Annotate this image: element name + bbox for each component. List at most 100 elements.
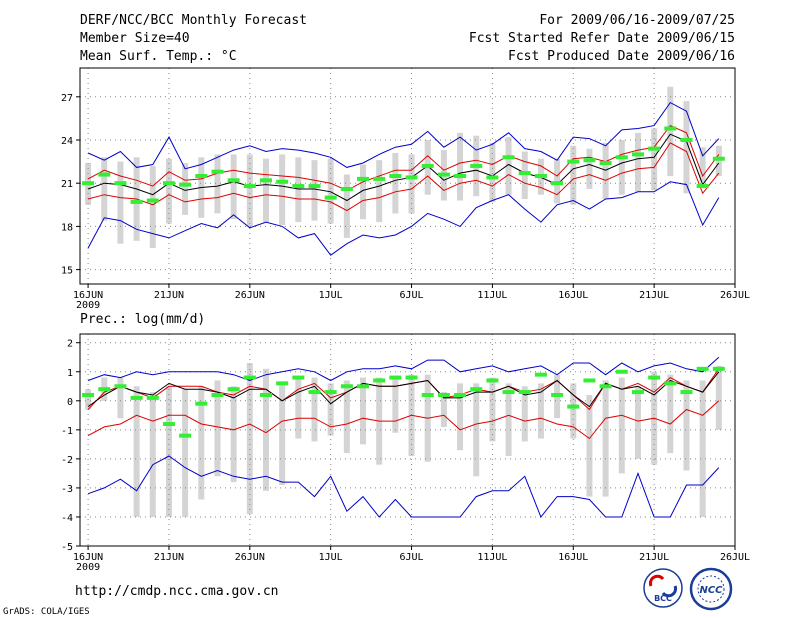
- box-bar: [182, 163, 189, 215]
- median-marker: [373, 176, 386, 181]
- median-marker: [696, 366, 709, 371]
- box-bar: [182, 389, 189, 517]
- box-bar: [602, 380, 609, 497]
- median-marker: [227, 178, 240, 183]
- box-bar: [473, 383, 480, 477]
- median-marker: [648, 146, 661, 151]
- box-bar: [149, 392, 156, 517]
- median-marker: [292, 184, 305, 189]
- series-line-max: [87, 101, 720, 170]
- median-marker: [518, 171, 531, 176]
- median-marker: [712, 156, 725, 161]
- median-marker: [664, 381, 677, 386]
- box-bar: [262, 158, 269, 223]
- box-bar: [602, 142, 609, 200]
- x-tick-label: 11JUL: [477, 290, 507, 301]
- y-tick-label: -1: [61, 426, 73, 437]
- box-bar: [165, 386, 172, 517]
- bcc-logo-red-swirl: [648, 574, 665, 587]
- median-marker: [437, 392, 450, 397]
- median-marker: [82, 181, 95, 186]
- x-tick-label: 26JUN: [235, 290, 265, 301]
- box-bar: [214, 154, 221, 214]
- box-bar: [198, 386, 205, 500]
- footer-url: http://cmdp.ncc.cma.gov.cn: [75, 584, 279, 599]
- ncc-logo: NCC: [689, 567, 733, 611]
- box-bar: [360, 377, 367, 445]
- median-marker: [259, 178, 272, 183]
- x-tick-label: 21JUN: [154, 290, 184, 301]
- median-marker: [276, 179, 289, 184]
- median-marker: [195, 174, 208, 178]
- x-tick-label: 1JUL: [319, 290, 343, 301]
- temperature-panel: 15 18 21 24 27 16JUN 21JUN 26JUN 1JUL 6JUL 11JUL 16…: [61, 67, 750, 311]
- box-bar: [360, 164, 367, 220]
- median-marker: [712, 366, 725, 371]
- median-marker: [486, 378, 499, 383]
- box-bar: [667, 86, 674, 176]
- box-bar: [230, 386, 237, 483]
- box-bar: [699, 147, 706, 182]
- median-marker: [130, 395, 143, 400]
- x-year-label: 2009: [76, 562, 100, 573]
- y-tick-label: -5: [61, 542, 73, 553]
- median-marker: [340, 186, 353, 191]
- x-tick-label: 26JUN: [235, 552, 265, 563]
- y-tick-label: 0: [67, 397, 73, 408]
- box-bar: [440, 392, 447, 427]
- median-marker: [518, 390, 531, 395]
- y-tick-label: -2: [61, 455, 73, 466]
- box-bar: [683, 380, 690, 471]
- median-marker: [437, 172, 450, 177]
- plot-frame: [79, 333, 736, 547]
- box-bar: [327, 158, 334, 224]
- median-marker: [680, 138, 693, 142]
- series-line-max: [87, 356, 720, 382]
- box-bar: [537, 383, 544, 439]
- series-line-mean-sd: [87, 400, 720, 440]
- median-marker: [114, 181, 127, 186]
- median-marker: [195, 401, 208, 406]
- box-bar: [618, 377, 625, 474]
- median-marker: [357, 176, 370, 181]
- median-marker: [98, 172, 111, 177]
- median-marker: [243, 375, 256, 380]
- y-tick-label: 1: [67, 368, 73, 379]
- box-bar: [505, 137, 512, 195]
- x-tick-label: 1JUL: [319, 552, 343, 563]
- median-marker: [146, 395, 159, 400]
- y-tick-label: -4: [61, 513, 73, 524]
- median-marker: [567, 159, 580, 164]
- box-bar: [570, 383, 577, 439]
- median-marker: [470, 387, 483, 392]
- box-bar: [149, 165, 156, 248]
- ncc-logo-text: NCC: [699, 585, 723, 596]
- median-marker: [551, 392, 564, 397]
- box-bar: [214, 380, 221, 477]
- plot-frame: [79, 67, 736, 285]
- box-bar: [376, 160, 383, 223]
- box-bar: [117, 161, 124, 244]
- median-marker: [405, 375, 418, 380]
- y-tick-label: -3: [61, 484, 73, 495]
- y-tick-label: 2: [67, 339, 73, 350]
- box-bar: [489, 142, 496, 202]
- median-marker: [454, 392, 467, 397]
- precip-panel-title: Prec.: log(mm/d): [80, 312, 205, 327]
- x-tick-label: 16JUL: [558, 290, 588, 301]
- median-marker: [502, 390, 515, 395]
- series-line-mean: [87, 133, 720, 202]
- y-tick-label: 27: [61, 93, 73, 104]
- median-marker: [631, 390, 644, 395]
- series-line-min: [87, 181, 720, 256]
- median-marker: [324, 390, 337, 395]
- median-marker: [405, 175, 418, 180]
- median-marker: [389, 174, 402, 178]
- median-marker: [308, 390, 321, 395]
- box-bar: [230, 154, 237, 220]
- grads-credit: GrADS: COLA/IGES: [3, 607, 90, 617]
- produced-date: Fcst Produced Date 2009/06/16: [508, 49, 735, 64]
- median-marker: [340, 384, 353, 389]
- median-marker: [680, 390, 693, 395]
